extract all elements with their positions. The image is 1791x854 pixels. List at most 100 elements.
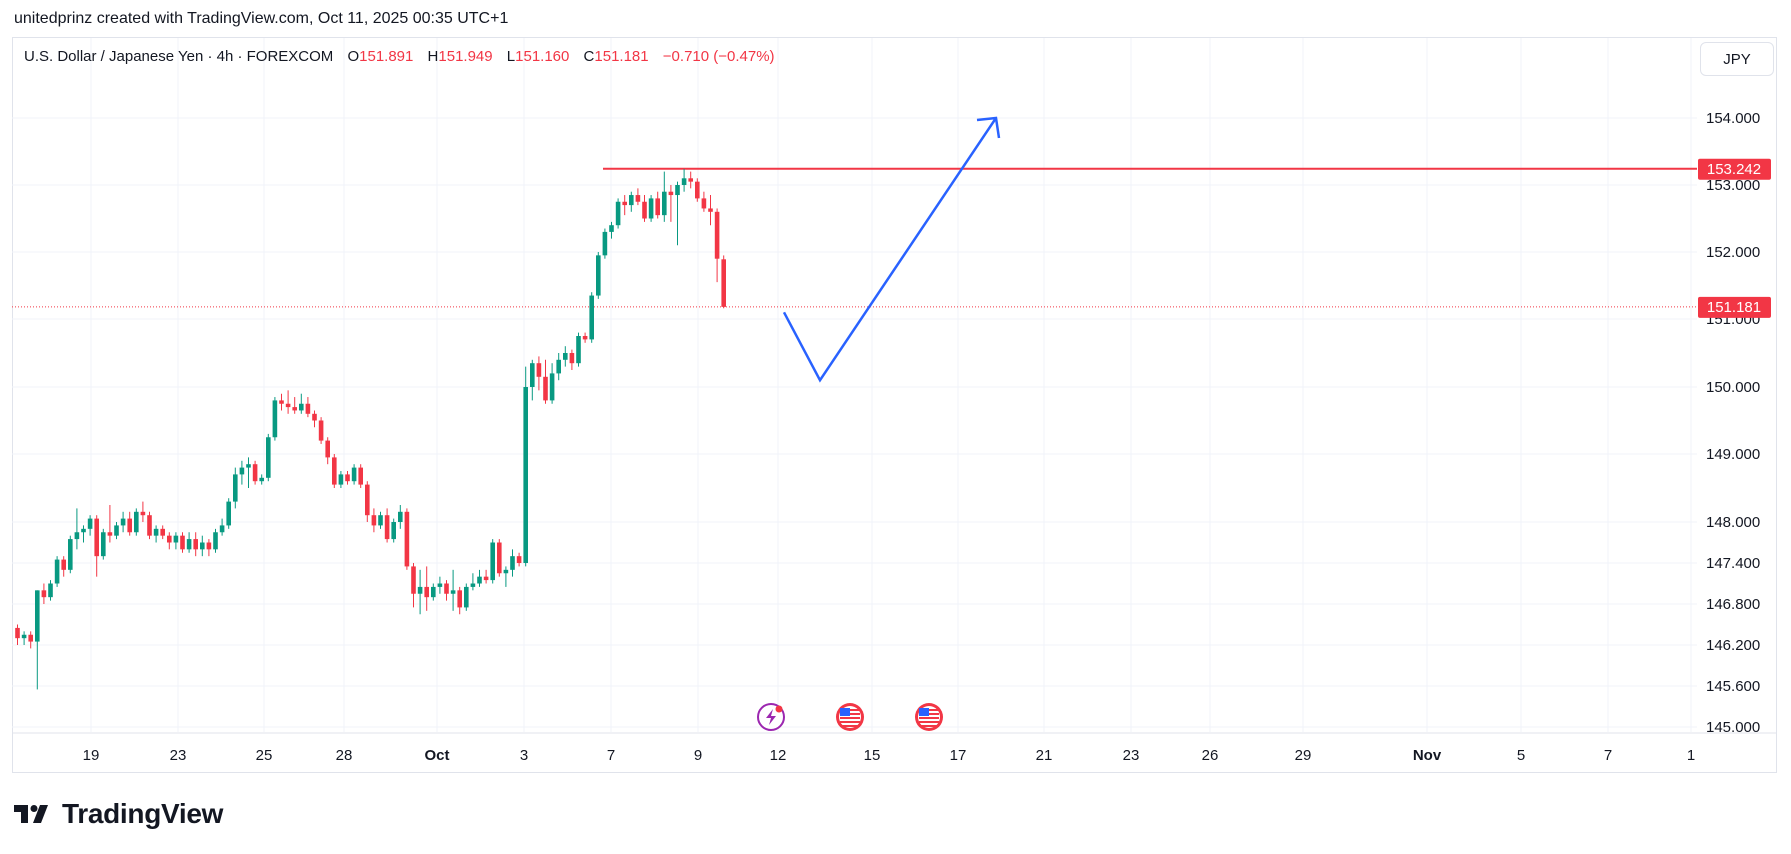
candle-body — [668, 191, 674, 196]
candle-body — [325, 440, 330, 458]
time-axis: 19 23 25 28 Oct 3 7 9 12 15 17 21 23 26 29 Nov 5 7 1 — [83, 747, 1696, 764]
time-tick-label: 7 — [607, 747, 615, 764]
candle-body — [371, 515, 377, 526]
time-tick-label: 19 — [83, 747, 100, 764]
candle-body — [74, 532, 80, 540]
candle-body — [721, 259, 726, 307]
projection-arrowhead — [976, 116, 1001, 139]
candle-body — [160, 528, 165, 536]
candle-body — [233, 474, 238, 502]
time-tick-label: Oct — [424, 747, 449, 764]
chart-caption: unitedprinz created with TradingView.com… — [14, 10, 509, 27]
candle-body — [431, 586, 436, 598]
time-tick-label: 23 — [1123, 747, 1140, 764]
candle-body — [252, 464, 258, 482]
high-value: 151.949 — [438, 48, 493, 65]
candle-body — [424, 586, 429, 598]
candle-body — [629, 195, 634, 206]
candle-body — [576, 336, 581, 364]
candle-body — [120, 518, 126, 526]
candle-body — [681, 178, 687, 185]
time-tick-label: 9 — [694, 747, 702, 764]
candle-body — [153, 528, 159, 536]
candle-body — [596, 255, 601, 296]
candle-body — [292, 407, 297, 411]
time-tick-label: 23 — [170, 747, 187, 764]
price-tick-label: 148.000 — [1706, 514, 1760, 531]
time-tick-label: 21 — [1036, 747, 1053, 764]
candle-body — [497, 542, 502, 574]
candle-body — [708, 208, 713, 212]
candle-body — [688, 178, 693, 182]
candle-body — [358, 467, 363, 485]
candle-body — [483, 576, 489, 581]
time-tick-label: 25 — [256, 747, 273, 764]
candle-body — [206, 542, 212, 550]
candle-body — [68, 539, 73, 570]
candle-body — [457, 590, 462, 608]
time-tick-label: Nov — [1413, 747, 1442, 764]
candle-body — [180, 535, 185, 550]
candle-body — [127, 518, 132, 533]
candle-body — [563, 353, 568, 360]
time-tick-label: 15 — [864, 747, 881, 764]
low-label: L — [506, 48, 516, 65]
candle-body — [556, 359, 561, 374]
us-flag-event-icon[interactable] — [836, 703, 864, 731]
candle-body — [193, 539, 198, 550]
candle-body — [642, 201, 647, 219]
candle-body — [602, 231, 608, 256]
price-label-badge — [1698, 296, 1771, 318]
price-tick-label: 149.000 — [1706, 446, 1760, 463]
candle-body — [21, 634, 27, 639]
open-value: 151.891 — [359, 48, 414, 65]
time-tick-label: 17 — [950, 747, 967, 764]
candle-body — [609, 225, 614, 232]
candle-body — [81, 528, 86, 533]
price-tick-label: 146.800 — [1706, 596, 1760, 613]
us-flag-event-icon[interactable] — [915, 703, 943, 731]
candle-body — [701, 198, 707, 209]
candle-body — [134, 511, 139, 533]
candle-body — [285, 403, 291, 408]
high-label: H — [427, 48, 439, 65]
resistance-line — [12, 167, 1697, 308]
time-tick-label: 12 — [770, 747, 787, 764]
candle-body — [239, 467, 245, 475]
time-tick-label: 3 — [520, 747, 528, 764]
candle-body — [622, 201, 627, 206]
time-tick-label: 28 — [336, 747, 353, 764]
candle-body — [140, 511, 146, 516]
tradingview-logo-icon — [14, 805, 48, 823]
candle-body — [549, 373, 555, 401]
candle-body — [675, 185, 680, 196]
candle-body — [437, 583, 443, 587]
candle-body — [417, 586, 423, 594]
tradingview-logo: TradingView — [14, 798, 223, 830]
price-tick-label: 153.000 — [1706, 177, 1760, 194]
time-tick-label: 26 — [1202, 747, 1219, 764]
price-axis: 154.000153.000152.000151.000150.000149.0… — [1698, 110, 1771, 736]
candle-body — [503, 569, 509, 574]
candle-body — [246, 464, 251, 468]
candle-body — [219, 525, 225, 533]
candle-body — [510, 556, 515, 570]
candle-body — [266, 437, 271, 478]
grid — [12, 38, 1777, 734]
candle-body — [398, 511, 403, 522]
candle-body — [477, 576, 482, 584]
lightning-event-icon[interactable] — [757, 703, 785, 731]
price-tick-label: 154.000 — [1706, 110, 1760, 127]
candle-body — [384, 515, 390, 540]
candle-body — [107, 532, 113, 536]
candle-body — [226, 501, 231, 526]
currency-button[interactable]: JPY — [1700, 42, 1774, 76]
low-value: 151.160 — [515, 48, 570, 65]
close-value: 151.181 — [594, 48, 649, 65]
close-label: C — [583, 48, 595, 65]
projection-drawing — [782, 116, 1001, 383]
candle-body — [28, 634, 33, 642]
price-tick-label: 146.200 — [1706, 637, 1760, 654]
candle-body — [404, 511, 410, 567]
